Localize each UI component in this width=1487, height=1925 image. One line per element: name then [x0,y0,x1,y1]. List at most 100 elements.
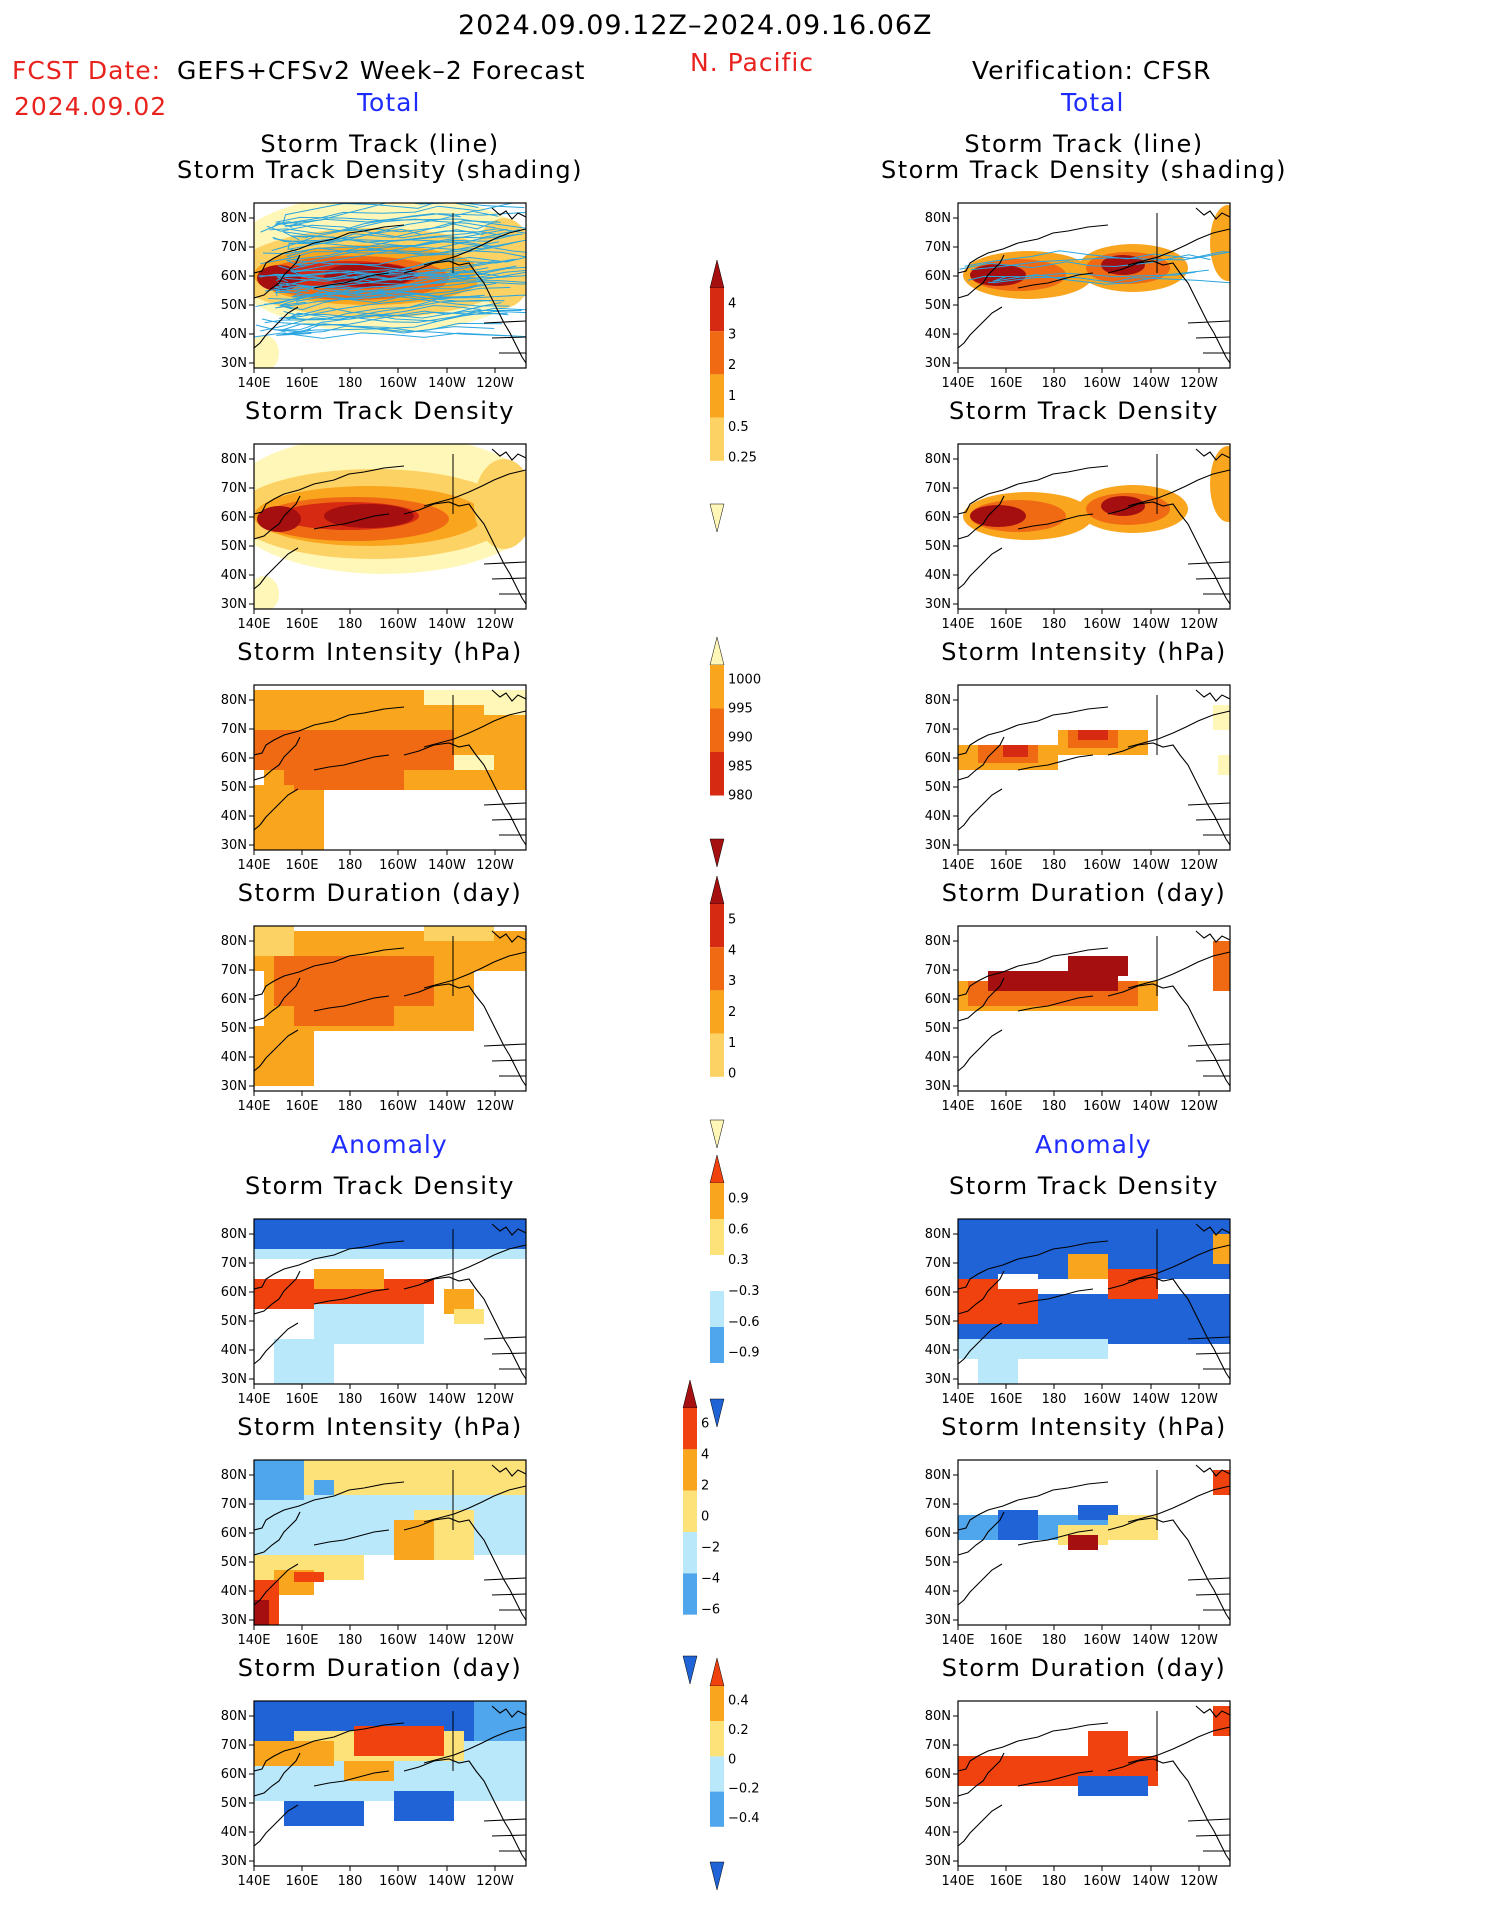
map-density-anom-right: 80N 70N 60N 50N 40N 30N 140E 160E 180 160W 140W 120… [925,1218,1231,1407]
lon-tick-label: 140E [237,1099,270,1114]
verification-label: Verification: CFSR [972,56,1212,85]
colorbar-segment [710,417,724,461]
lon-tick-label: 160W [379,1874,417,1889]
colorbar-segment [710,947,724,991]
colorbar-label: 0.6 [728,1222,749,1237]
lat-tick-label: 50N [925,298,951,313]
colorbar-label: 0.25 [728,451,757,466]
map-frame [253,202,527,369]
colorbar-arrow-top [709,1154,725,1184]
lon-tick-label: 160E [285,858,318,873]
duration-cell [254,926,294,956]
lon-tick-label: 140E [237,1874,270,1889]
title-duration-anom-right: Storm Duration (day) [941,1654,1227,1682]
lon-tick-label: 160E [285,1874,318,1889]
colorbar-label: 6 [701,1417,709,1432]
date-range-title: 2024.09.09.12Z–2024.09.16.06Z [458,10,933,41]
colorbar-label: 1 [728,1036,736,1051]
lat-tick-label: 60N [925,751,951,766]
lon-tick-label: 160E [285,1392,318,1407]
colorbar-intensity-anom: 6 4 2 0 −2 −4 −6 [682,1379,743,1688]
lon-tick-label: 140W [428,1633,466,1648]
lon-tick-label: 120W [1180,376,1218,391]
coastline [253,1705,527,1862]
lat-tick-label: 80N [221,211,247,226]
map-duration-left: 80N 70N 60N 50N 40N 30N 140E 160E 180 160W 140W 120… [221,925,527,1114]
coastline [957,1223,1231,1380]
title-intensity-anom-left: Storm Intensity (hPa) [237,1413,523,1441]
lat-tick-label: 50N [925,1796,951,1811]
lat-tick-label: 50N [221,1555,247,1570]
lat-tick-label: 40N [925,1343,951,1358]
title-track-shading-left: Storm Track Density (shading) [176,156,584,184]
anomaly-cell [254,1600,269,1625]
lon-tick-label: 140W [1132,1633,1170,1648]
colorbar-arrow-top [709,259,725,289]
intensity-cell [254,730,454,770]
map-density-anom-left: 80N 70N 60N 50N 40N 30N 140E 160E 180 160W 140W 120… [221,1218,527,1407]
lon-tick-label: 160W [379,1392,417,1407]
colorbar-label: 995 [728,702,753,717]
lon-tick-label: 140E [237,1392,270,1407]
lat-tick-label: 40N [221,809,247,824]
lon-tick-label: 160W [379,858,417,873]
lat-tick-label: 30N [221,838,247,853]
lon-tick-label: 140E [237,376,270,391]
lat-tick-label: 70N [925,1738,951,1753]
anomaly-cell [1108,1269,1158,1299]
total-label-right: Total [1061,88,1125,117]
map-frame [957,1218,1231,1385]
lon-tick-label: 180 [1042,1633,1067,1648]
colorbar-segment [683,1573,697,1615]
lat-tick-label: 30N [925,1372,951,1387]
lat-tick-label: 60N [221,269,247,284]
lon-tick-label: 160E [989,1392,1022,1407]
lat-tick-label: 50N [925,539,951,554]
lon-tick-label: 140W [428,376,466,391]
map-intensity-right: 80N 70N 60N 50N 40N 30N 140E 160E 180 160W 140W 120… [925,684,1231,873]
lat-tick-label: 70N [221,1256,247,1271]
lat-tick-label: 50N [221,539,247,554]
colorbar-label: −4 [701,1572,720,1587]
total-label-left: Total [357,88,421,117]
lon-tick-label: 160W [1083,1099,1121,1114]
anomaly-cell [1213,1234,1230,1264]
title-duration-right: Storm Duration (day) [941,879,1227,907]
colorbar-segment [710,665,724,709]
colorbar-label: 0.9 [728,1191,749,1206]
lat-tick-label: 40N [221,1343,247,1358]
colorbar-density: 4 3 2 1 0.5 0.25 [709,259,770,536]
anomaly-cell [254,1741,334,1766]
colorbar-label: 4 [701,1448,709,1463]
anomaly-label-left: Anomaly [331,1130,448,1159]
density-shade [1210,446,1230,522]
fcst-date-value: 2024.09.02 [14,92,168,121]
lon-tick-label: 180 [1042,1392,1067,1407]
colorbar-segment [710,1033,724,1077]
colorbar-label: 1 [728,389,736,404]
anomaly-cell [1213,1470,1230,1495]
lat-tick-label: 30N [925,1079,951,1094]
title-duration-anom-left: Storm Duration (day) [237,1654,523,1682]
map-frame [957,925,1231,1092]
colorbar-label: 0 [728,1067,736,1082]
lat-tick-label: 30N [925,838,951,853]
anomaly-cell [294,1572,324,1582]
anomaly-cell [284,1801,364,1826]
lon-tick-label: 160W [379,1633,417,1648]
map-frame [957,202,1231,369]
colorbar-arrow-top [709,636,725,666]
colorbar-duration: 5 4 3 2 1 0 [709,875,770,1152]
lon-tick-label: 140W [428,1099,466,1114]
density-shade [1210,205,1230,281]
lat-tick-label: 70N [925,722,951,737]
lon-tick-label: 140E [941,858,974,873]
colorbar-label: 2 [701,1479,709,1494]
colorbar-label: −2 [701,1541,720,1556]
model-label: GEFS+CFSv2 Week–2 Forecast [177,56,586,85]
coastline [253,689,527,846]
map-frame [253,1700,527,1867]
anomaly-cell [1088,1731,1128,1756]
colorbar-segment [710,1291,724,1327]
lon-tick-label: 120W [476,1099,514,1114]
